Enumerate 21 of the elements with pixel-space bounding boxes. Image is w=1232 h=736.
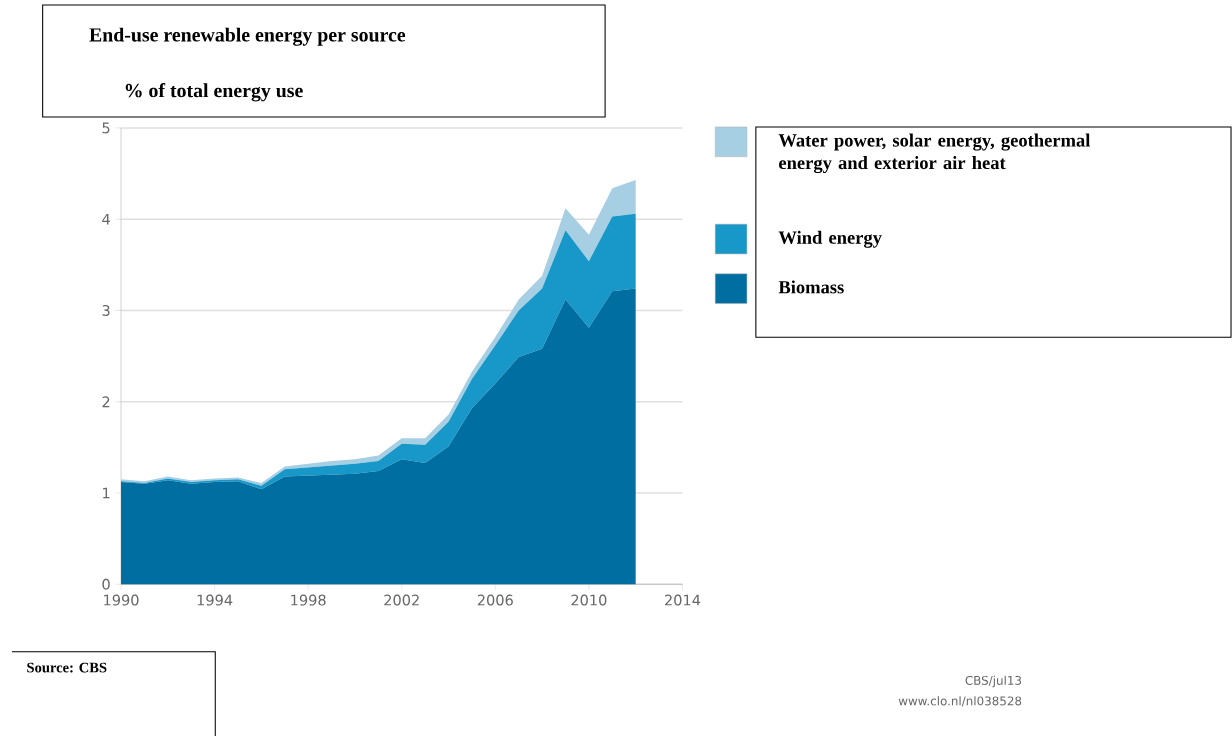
x-tick-label: 2002 <box>384 594 419 606</box>
y-tick-label: 5 <box>102 122 110 134</box>
y-tick-label: 3 <box>102 304 110 316</box>
x-tick-label: 2006 <box>477 594 513 606</box>
legend-label: Wind energy <box>778 230 882 248</box>
chart-title: End-use renewable energy per source <box>89 27 406 46</box>
source-note: Source: CBS <box>27 662 107 673</box>
y-tick-label: 4 <box>102 213 110 225</box>
x-tick-label: 2014 <box>665 594 701 606</box>
text: CBS/jul13 <box>965 675 1022 688</box>
y-tick-label: 0 <box>102 578 110 590</box>
y-tick-label: 2 <box>102 396 110 408</box>
text: www.clo.nl/nl038528 <box>898 696 1022 707</box>
x-tick-label: 2010 <box>571 594 607 606</box>
x-tick-label: 1998 <box>291 594 326 606</box>
x-tick-label: 1990 <box>104 594 139 606</box>
legend-label: Biomass <box>778 280 844 294</box>
y-tick-label: 1 <box>103 487 110 499</box>
x-tick-label: 1994 <box>197 594 233 606</box>
legend-label: Water power, solar energy, geothermal energy and exterior air heat <box>778 133 1091 174</box>
chart-subtitle: % of total energy use <box>125 83 303 102</box>
